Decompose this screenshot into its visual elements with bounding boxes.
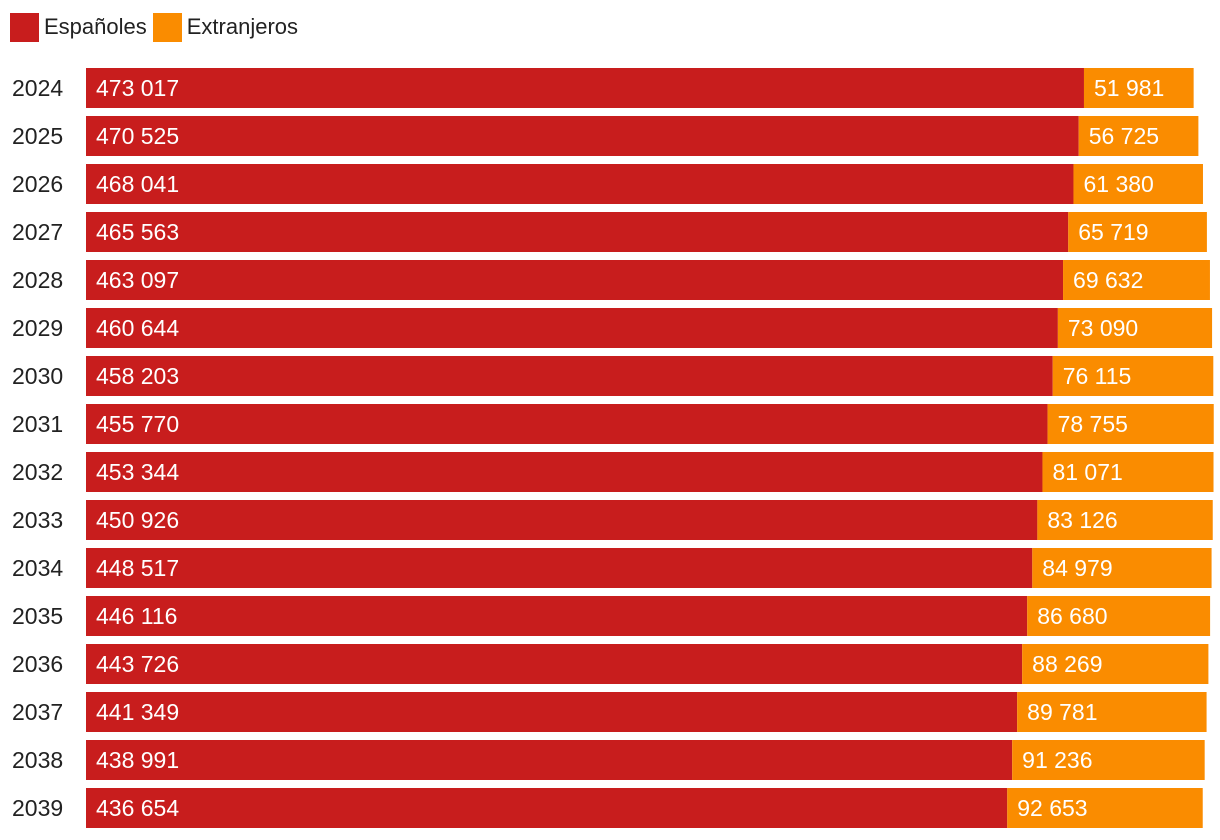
legend-item-extranjeros[interactable]: Extranjeros [152,12,299,42]
value-label-extranjeros-2027: 65 719 [1078,219,1148,245]
value-label-extranjeros-2031: 78 755 [1058,411,1128,437]
value-label-extranjeros-2035: 86 680 [1037,603,1107,629]
value-label-espanoles-2035: 446 116 [96,603,177,629]
value-label-espanoles-2029: 460 644 [96,315,179,341]
bar-extranjeros-2027 [1068,212,1207,252]
value-label-extranjeros-2032: 81 071 [1052,459,1122,485]
value-label-extranjeros-2030: 76 115 [1063,363,1132,389]
year-label-2030: 2030 [12,363,63,389]
bar-espanoles-2025 [86,116,1079,156]
value-label-espanoles-2032: 453 344 [96,459,179,485]
value-label-extranjeros-2033: 83 126 [1047,507,1117,533]
bar-espanoles-2036 [86,644,1023,684]
value-label-espanoles-2031: 455 770 [96,411,179,437]
legend-item-espanoles[interactable]: Españoles [10,12,147,42]
value-label-espanoles-2028: 463 097 [96,267,179,293]
year-label-2026: 2026 [12,171,63,197]
value-label-extranjeros-2029: 73 090 [1068,315,1138,341]
legend-label-espanoles: Españoles [44,14,147,39]
value-label-espanoles-2039: 436 654 [96,795,179,821]
value-label-espanoles-2030: 458 203 [96,363,179,389]
bar-extranjeros-2032 [1042,452,1214,492]
bar-espanoles-2027 [86,212,1069,252]
bar-espanoles-2031 [86,404,1048,444]
value-label-espanoles-2034: 448 517 [96,555,179,581]
bar-extranjeros-2036 [1022,644,1209,684]
year-label-2025: 2025 [12,123,63,149]
bar-espanoles-2032 [86,452,1043,492]
bar-espanoles-2037 [86,692,1018,732]
bar-extranjeros-2034 [1032,548,1212,588]
year-label-2031: 2031 [12,411,63,437]
value-label-espanoles-2037: 441 349 [96,699,179,725]
bar-extranjeros-2038 [1012,740,1205,780]
bar-espanoles-2033 [86,500,1038,540]
year-label-2032: 2032 [12,459,63,485]
bar-espanoles-2024 [86,68,1084,108]
value-label-espanoles-2033: 450 926 [96,507,179,533]
bar-espanoles-2034 [86,548,1033,588]
bar-extranjeros-2025 [1078,116,1199,156]
year-label-2037: 2037 [12,699,63,725]
bar-extranjeros-2031 [1047,404,1214,444]
legend-label-extranjeros: Extranjeros [186,14,299,39]
year-label-2027: 2027 [12,219,63,245]
bar-espanoles-2030 [86,356,1053,396]
bar-espanoles-2026 [86,164,1074,204]
legend: Españoles Extranjeros [10,12,304,42]
value-label-espanoles-2036: 443 726 [96,651,179,677]
year-label-2038: 2038 [12,747,63,773]
bar-extranjeros-2026 [1073,164,1203,204]
year-label-2033: 2033 [12,507,63,533]
value-label-espanoles-2027: 465 563 [96,219,179,245]
bar-extranjeros-2039 [1007,788,1203,828]
bar-espanoles-2029 [86,308,1058,348]
year-label-2029: 2029 [12,315,63,341]
value-label-extranjeros-2039: 92 653 [1017,795,1087,821]
value-label-extranjeros-2025: 56 725 [1089,123,1159,149]
value-label-extranjeros-2036: 88 269 [1032,651,1102,677]
value-label-extranjeros-2038: 91 236 [1022,747,1092,773]
bar-extranjeros-2029 [1057,308,1213,348]
value-label-extranjeros-2034: 84 979 [1042,555,1112,581]
bar-extranjeros-2030 [1052,356,1214,396]
year-label-2035: 2035 [12,603,63,629]
value-label-espanoles-2026: 468 041 [96,171,179,197]
bar-extranjeros-2028 [1063,260,1210,300]
year-label-2039: 2039 [12,795,63,821]
bar-espanoles-2039 [86,788,1008,828]
bar-extranjeros-2035 [1027,596,1211,636]
value-label-extranjeros-2028: 69 632 [1073,267,1143,293]
value-label-espanoles-2025: 470 525 [96,123,179,149]
value-label-extranjeros-2037: 89 781 [1027,699,1097,725]
bar-espanoles-2035 [86,596,1028,636]
year-label-2034: 2034 [12,555,63,581]
year-label-2036: 2036 [12,651,63,677]
value-label-espanoles-2024: 473 017 [96,75,179,101]
year-label-2028: 2028 [12,267,63,293]
bar-espanoles-2028 [86,260,1064,300]
legend-swatch-espanoles [10,12,39,42]
bar-extranjeros-2037 [1017,692,1207,732]
bar-extranjeros-2033 [1037,500,1213,540]
year-label-2024: 2024 [12,75,63,101]
bar-extranjeros-2024 [1083,68,1194,108]
value-label-espanoles-2038: 438 991 [96,747,179,773]
value-label-extranjeros-2024: 51 981 [1094,75,1164,101]
bar-espanoles-2038 [86,740,1013,780]
value-label-extranjeros-2026: 61 380 [1083,171,1153,197]
legend-swatch-extranjeros [152,12,182,42]
